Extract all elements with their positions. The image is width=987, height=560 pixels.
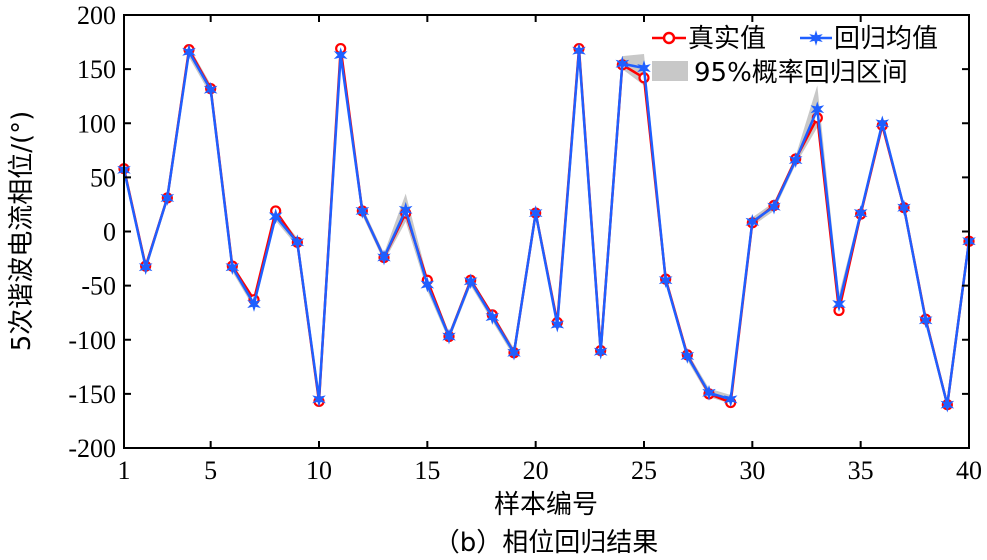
data-point — [485, 309, 500, 325]
figure-caption: （b）相位回归结果 — [434, 528, 659, 558]
x-tick-label: 5 — [204, 456, 217, 485]
data-point — [832, 296, 846, 312]
series-layer — [117, 42, 976, 413]
data-point — [637, 60, 651, 76]
data-point — [853, 205, 868, 221]
data-point — [377, 249, 391, 266]
data-point — [788, 152, 803, 168]
data-point — [442, 328, 456, 345]
x-tick-label: 30 — [739, 456, 765, 485]
legend-item-true-value: 真实值 — [652, 24, 766, 54]
data-point — [658, 272, 673, 289]
data-point — [528, 205, 543, 221]
data-point — [572, 42, 586, 59]
y-tick-label: 150 — [77, 55, 116, 84]
legend-true-value-label: 真实值 — [688, 24, 766, 54]
data-point — [312, 391, 326, 408]
y-tick-label: 200 — [77, 1, 116, 30]
x-axis-title: 样本编号 — [494, 490, 598, 520]
legend-star-shape — [809, 30, 823, 46]
data-point — [723, 391, 738, 408]
data-point — [593, 343, 608, 360]
data-point — [897, 199, 911, 216]
y-tick-label: 100 — [77, 109, 116, 138]
y-tick-label: -200 — [68, 434, 116, 463]
tick-layer: 1 5 10 15 20 25 30 35 40-200-150-100-50050100150… — [68, 1, 982, 485]
x-tick-label: 15 — [414, 456, 440, 485]
y-tick-label: 0 — [103, 218, 116, 247]
y-tick-label: -50 — [81, 272, 116, 301]
x-tick-label: 10 — [306, 456, 332, 485]
y-tick-label: -100 — [68, 326, 116, 355]
data-point — [940, 396, 955, 413]
legend-item-regression-mean: 回归均值 — [800, 24, 938, 54]
data-point — [355, 203, 370, 219]
data-point — [918, 312, 933, 329]
confidence-band-layer — [124, 46, 969, 410]
series-line — [122, 49, 971, 406]
data-point — [225, 259, 240, 276]
legend-true-value-marker — [662, 31, 676, 45]
data-point — [702, 384, 716, 401]
data-point — [138, 259, 153, 276]
series-line — [122, 47, 971, 406]
x-tick-label: 25 — [631, 456, 657, 485]
x-tick-label: 1 — [118, 456, 131, 485]
x-tick-label: 35 — [848, 456, 874, 485]
data-point — [680, 348, 695, 364]
legend-regression-mean-label: 回归均值 — [834, 24, 938, 54]
data-point — [203, 81, 218, 98]
y-axis-title: 5次谐波电流相位/(°) — [7, 111, 37, 352]
confidence-band — [124, 46, 969, 410]
data-point — [875, 115, 890, 132]
data-point — [463, 273, 478, 290]
data-point — [420, 276, 435, 293]
data-point — [182, 43, 196, 60]
data-point — [507, 344, 521, 361]
data-point — [550, 316, 565, 333]
data-point — [745, 213, 760, 230]
y-tick-label: -150 — [68, 380, 116, 409]
legend-interval-label: 95%概率回归区间 — [694, 58, 908, 88]
data-point — [160, 190, 175, 206]
series-true-value — [118, 42, 975, 411]
data-point — [810, 101, 825, 118]
series-regression-mean — [117, 42, 976, 413]
legend-regression-mean-marker — [809, 30, 823, 46]
x-tick-label: 20 — [523, 456, 549, 485]
legend-interval-swatch — [652, 61, 688, 81]
data-point — [398, 201, 413, 218]
legend-item-interval: 95%概率回归区间 — [652, 58, 908, 88]
data-point — [290, 234, 305, 251]
legend: 真实值 回归均值 95%概率回归区间 — [652, 24, 938, 88]
data-point — [268, 208, 283, 225]
y-tick-label: 50 — [90, 163, 116, 192]
data-point — [767, 198, 781, 215]
data-point — [615, 55, 630, 72]
x-tick-label: 40 — [956, 456, 982, 485]
data-point — [247, 296, 261, 312]
data-point — [333, 47, 348, 63]
